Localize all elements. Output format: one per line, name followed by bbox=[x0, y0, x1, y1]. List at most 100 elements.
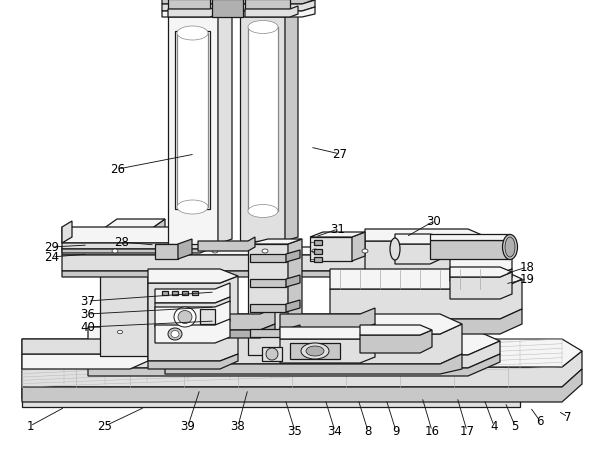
Text: 6: 6 bbox=[536, 414, 544, 427]
Text: 37: 37 bbox=[81, 295, 95, 308]
Ellipse shape bbox=[278, 331, 282, 334]
Text: 5: 5 bbox=[511, 419, 519, 432]
Text: 16: 16 bbox=[425, 425, 439, 438]
Polygon shape bbox=[155, 244, 178, 259]
Polygon shape bbox=[22, 346, 148, 369]
Text: 9: 9 bbox=[392, 425, 400, 438]
Ellipse shape bbox=[212, 250, 218, 253]
Polygon shape bbox=[280, 327, 375, 339]
Polygon shape bbox=[352, 232, 365, 262]
Polygon shape bbox=[248, 28, 278, 212]
Polygon shape bbox=[177, 34, 208, 207]
Polygon shape bbox=[182, 291, 188, 295]
Polygon shape bbox=[155, 301, 230, 327]
Polygon shape bbox=[62, 227, 220, 244]
Polygon shape bbox=[360, 325, 432, 335]
Polygon shape bbox=[162, 1, 315, 12]
Polygon shape bbox=[180, 308, 275, 330]
Ellipse shape bbox=[248, 21, 278, 34]
Polygon shape bbox=[180, 324, 275, 338]
Polygon shape bbox=[162, 8, 315, 18]
Polygon shape bbox=[148, 219, 165, 356]
Text: 24: 24 bbox=[44, 251, 59, 264]
Ellipse shape bbox=[306, 346, 324, 356]
Ellipse shape bbox=[168, 328, 182, 340]
Ellipse shape bbox=[266, 348, 278, 360]
Text: 19: 19 bbox=[519, 273, 534, 286]
Polygon shape bbox=[430, 240, 510, 259]
Polygon shape bbox=[280, 333, 375, 363]
Ellipse shape bbox=[248, 205, 278, 218]
Ellipse shape bbox=[162, 250, 168, 253]
Text: 40: 40 bbox=[81, 321, 95, 334]
Polygon shape bbox=[200, 309, 215, 324]
Polygon shape bbox=[168, 12, 218, 244]
Text: 18: 18 bbox=[519, 261, 534, 274]
Polygon shape bbox=[365, 230, 482, 242]
Text: 4: 4 bbox=[490, 419, 498, 432]
Polygon shape bbox=[395, 234, 445, 244]
Polygon shape bbox=[330, 309, 522, 334]
Polygon shape bbox=[165, 354, 462, 374]
Ellipse shape bbox=[262, 250, 268, 253]
Polygon shape bbox=[250, 255, 286, 263]
Polygon shape bbox=[285, 3, 298, 242]
Text: 38: 38 bbox=[231, 419, 246, 432]
Polygon shape bbox=[262, 347, 282, 361]
Polygon shape bbox=[250, 304, 286, 313]
Polygon shape bbox=[168, 7, 218, 18]
Polygon shape bbox=[286, 250, 300, 263]
Text: 31: 31 bbox=[330, 223, 346, 236]
Polygon shape bbox=[22, 369, 582, 402]
Polygon shape bbox=[88, 341, 500, 368]
Polygon shape bbox=[155, 283, 230, 303]
Polygon shape bbox=[245, 7, 298, 18]
Polygon shape bbox=[360, 330, 432, 353]
Text: 29: 29 bbox=[44, 241, 59, 254]
Polygon shape bbox=[450, 269, 512, 282]
Ellipse shape bbox=[117, 331, 123, 334]
Polygon shape bbox=[240, 7, 285, 242]
Polygon shape bbox=[250, 279, 286, 288]
Polygon shape bbox=[212, 0, 243, 18]
Polygon shape bbox=[192, 291, 198, 295]
Ellipse shape bbox=[197, 331, 202, 334]
Ellipse shape bbox=[502, 235, 518, 260]
Polygon shape bbox=[430, 234, 510, 240]
Polygon shape bbox=[88, 327, 500, 355]
Ellipse shape bbox=[171, 331, 179, 338]
Polygon shape bbox=[165, 314, 462, 334]
Polygon shape bbox=[22, 339, 582, 367]
Polygon shape bbox=[175, 32, 210, 210]
Polygon shape bbox=[250, 329, 286, 337]
Ellipse shape bbox=[362, 250, 368, 253]
Polygon shape bbox=[450, 268, 512, 277]
Polygon shape bbox=[365, 284, 482, 300]
Polygon shape bbox=[395, 238, 445, 264]
Polygon shape bbox=[100, 232, 148, 356]
Polygon shape bbox=[165, 324, 462, 364]
Text: 39: 39 bbox=[180, 419, 196, 432]
Ellipse shape bbox=[177, 27, 208, 41]
Polygon shape bbox=[155, 319, 230, 343]
Polygon shape bbox=[162, 0, 315, 5]
Polygon shape bbox=[330, 279, 522, 319]
Polygon shape bbox=[22, 351, 582, 387]
Polygon shape bbox=[280, 324, 375, 338]
Ellipse shape bbox=[438, 331, 442, 334]
Polygon shape bbox=[286, 275, 300, 288]
Polygon shape bbox=[100, 219, 165, 232]
Text: 17: 17 bbox=[460, 425, 474, 438]
Ellipse shape bbox=[390, 238, 400, 260]
Polygon shape bbox=[162, 291, 168, 295]
Polygon shape bbox=[22, 339, 148, 354]
Polygon shape bbox=[310, 232, 365, 238]
Polygon shape bbox=[168, 0, 210, 10]
Polygon shape bbox=[365, 236, 482, 290]
Polygon shape bbox=[62, 236, 220, 250]
Polygon shape bbox=[88, 354, 500, 376]
Polygon shape bbox=[286, 300, 300, 313]
Polygon shape bbox=[330, 269, 522, 289]
Polygon shape bbox=[172, 291, 178, 295]
Text: 7: 7 bbox=[565, 411, 572, 424]
